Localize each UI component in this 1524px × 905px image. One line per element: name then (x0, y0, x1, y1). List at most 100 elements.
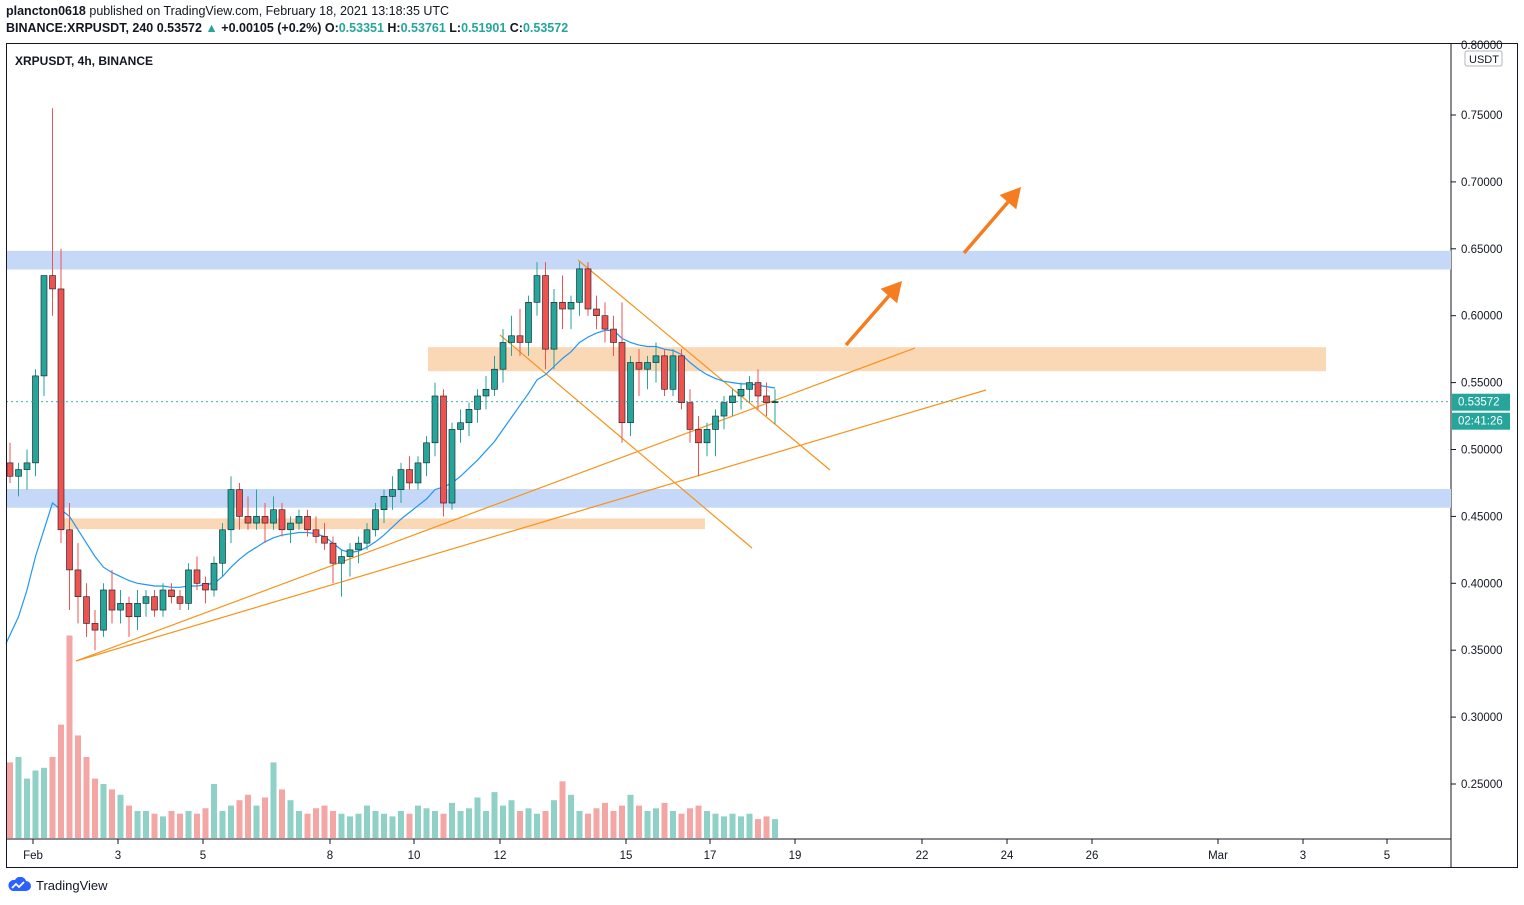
volume-bar (661, 802, 668, 838)
candle-body (712, 415, 719, 430)
candle-body (134, 603, 141, 618)
candle-body (618, 342, 626, 424)
candle-body (185, 569, 192, 604)
candle-body (117, 603, 124, 611)
candle-body (338, 556, 345, 564)
volume-bar (644, 811, 651, 838)
candle-body (414, 462, 422, 484)
x-tick-label: 5 (200, 850, 206, 862)
close-label: C: (509, 21, 523, 35)
bullish-arrow-small (844, 281, 902, 347)
volume-bar (364, 805, 370, 838)
volume-bar (270, 762, 277, 838)
symbol-info-line: BINANCE:XRPUSDT, 240 0.53572 ▲ +0.00105 … (6, 21, 568, 35)
volume-bar (525, 808, 532, 838)
publish-info: plancton0618 published on TradingView.co… (6, 4, 449, 18)
volume-bar (602, 802, 608, 838)
candle-body (193, 569, 201, 584)
candle-body (610, 328, 617, 343)
chart-title: XRPUSDT, 4h, BINANCE (15, 54, 153, 68)
volume-bar (151, 813, 158, 838)
candle-body (49, 275, 56, 290)
y-tick-label: 0.60000 (1461, 311, 1503, 323)
candle-body (406, 469, 413, 484)
volume-bar (134, 811, 141, 838)
volume-bar (738, 816, 744, 838)
x-tick-label: 10 (408, 850, 421, 862)
candle-body (533, 275, 541, 303)
x-tick-label: 8 (327, 850, 333, 862)
candle-body (312, 529, 320, 537)
channel-lower-line (499, 334, 753, 549)
x-tick-label: 3 (1300, 850, 1306, 862)
candle-body (695, 429, 702, 444)
open-value: 0.53351 (338, 21, 384, 35)
low-label: L: (449, 21, 462, 35)
candle-body (91, 623, 99, 631)
y-tick-label: 0.35000 (1461, 645, 1503, 657)
candle-body (576, 268, 583, 303)
volume-bar (338, 813, 345, 838)
candle-body (686, 402, 694, 430)
price-change: +0.00105 (+0.2%) (221, 21, 322, 35)
y-tick-label: 0.40000 (1461, 578, 1503, 590)
open-label: O: (324, 21, 339, 35)
countdown-badge (1452, 412, 1510, 430)
published-text: published on TradingView.com, February 1… (89, 4, 450, 18)
volume-bar (219, 811, 226, 838)
candle-body (652, 355, 660, 363)
candle-body (678, 355, 685, 403)
volume-bar (568, 794, 574, 838)
x-tick-label: 26 (1086, 850, 1099, 862)
tradingview-logo[interactable]: TradingView (6, 877, 108, 893)
volume-bar (534, 813, 540, 838)
volume-bar (457, 811, 464, 838)
volume-bar (415, 805, 421, 838)
volume-bar (287, 800, 294, 838)
y-tick-label: 0.75000 (1461, 110, 1503, 122)
volume-bar (279, 789, 285, 838)
candle-body (270, 509, 277, 524)
volume-bar (372, 811, 379, 838)
volume-bar (585, 813, 591, 838)
candle-body (729, 395, 736, 403)
resistance-zone-orange (428, 347, 1326, 372)
candle-body (389, 489, 396, 497)
candle-body (703, 429, 711, 444)
candle-body (669, 355, 677, 390)
x-tick-label: 24 (1001, 850, 1014, 862)
author-name[interactable]: plancton0618 (6, 4, 86, 18)
candle-body (593, 308, 600, 317)
candle-body (363, 529, 371, 544)
volume-bar (746, 813, 753, 838)
candle-body (66, 529, 73, 571)
candle-body (499, 342, 507, 370)
volume-bar (449, 802, 455, 838)
candle-body (482, 388, 490, 397)
volume-bar (610, 811, 617, 838)
candle-body (346, 549, 354, 557)
candle-body (627, 362, 634, 424)
x-tick-label: 22 (916, 850, 929, 862)
volume-bar (347, 816, 353, 838)
candle-body (227, 489, 235, 531)
candle-body (372, 509, 379, 531)
low-value: 0.51901 (461, 21, 507, 35)
y-tick-label: 0.65000 (1461, 244, 1503, 256)
volume-bar (559, 781, 566, 838)
high-label: H: (387, 21, 401, 35)
volume-bar (466, 808, 472, 838)
bullish-arrow-large (962, 187, 1021, 255)
candle-body (168, 589, 175, 597)
volume-bar (670, 811, 676, 838)
volume-bar (92, 778, 98, 838)
candle-body (15, 469, 22, 477)
candle-body (474, 395, 481, 410)
candle-body (219, 529, 226, 564)
candle-body (287, 522, 294, 531)
countdown-label: 02:41:26 (1458, 416, 1503, 428)
volume-bar (194, 813, 200, 838)
candle-body (525, 302, 532, 343)
volume-bar (7, 762, 13, 838)
